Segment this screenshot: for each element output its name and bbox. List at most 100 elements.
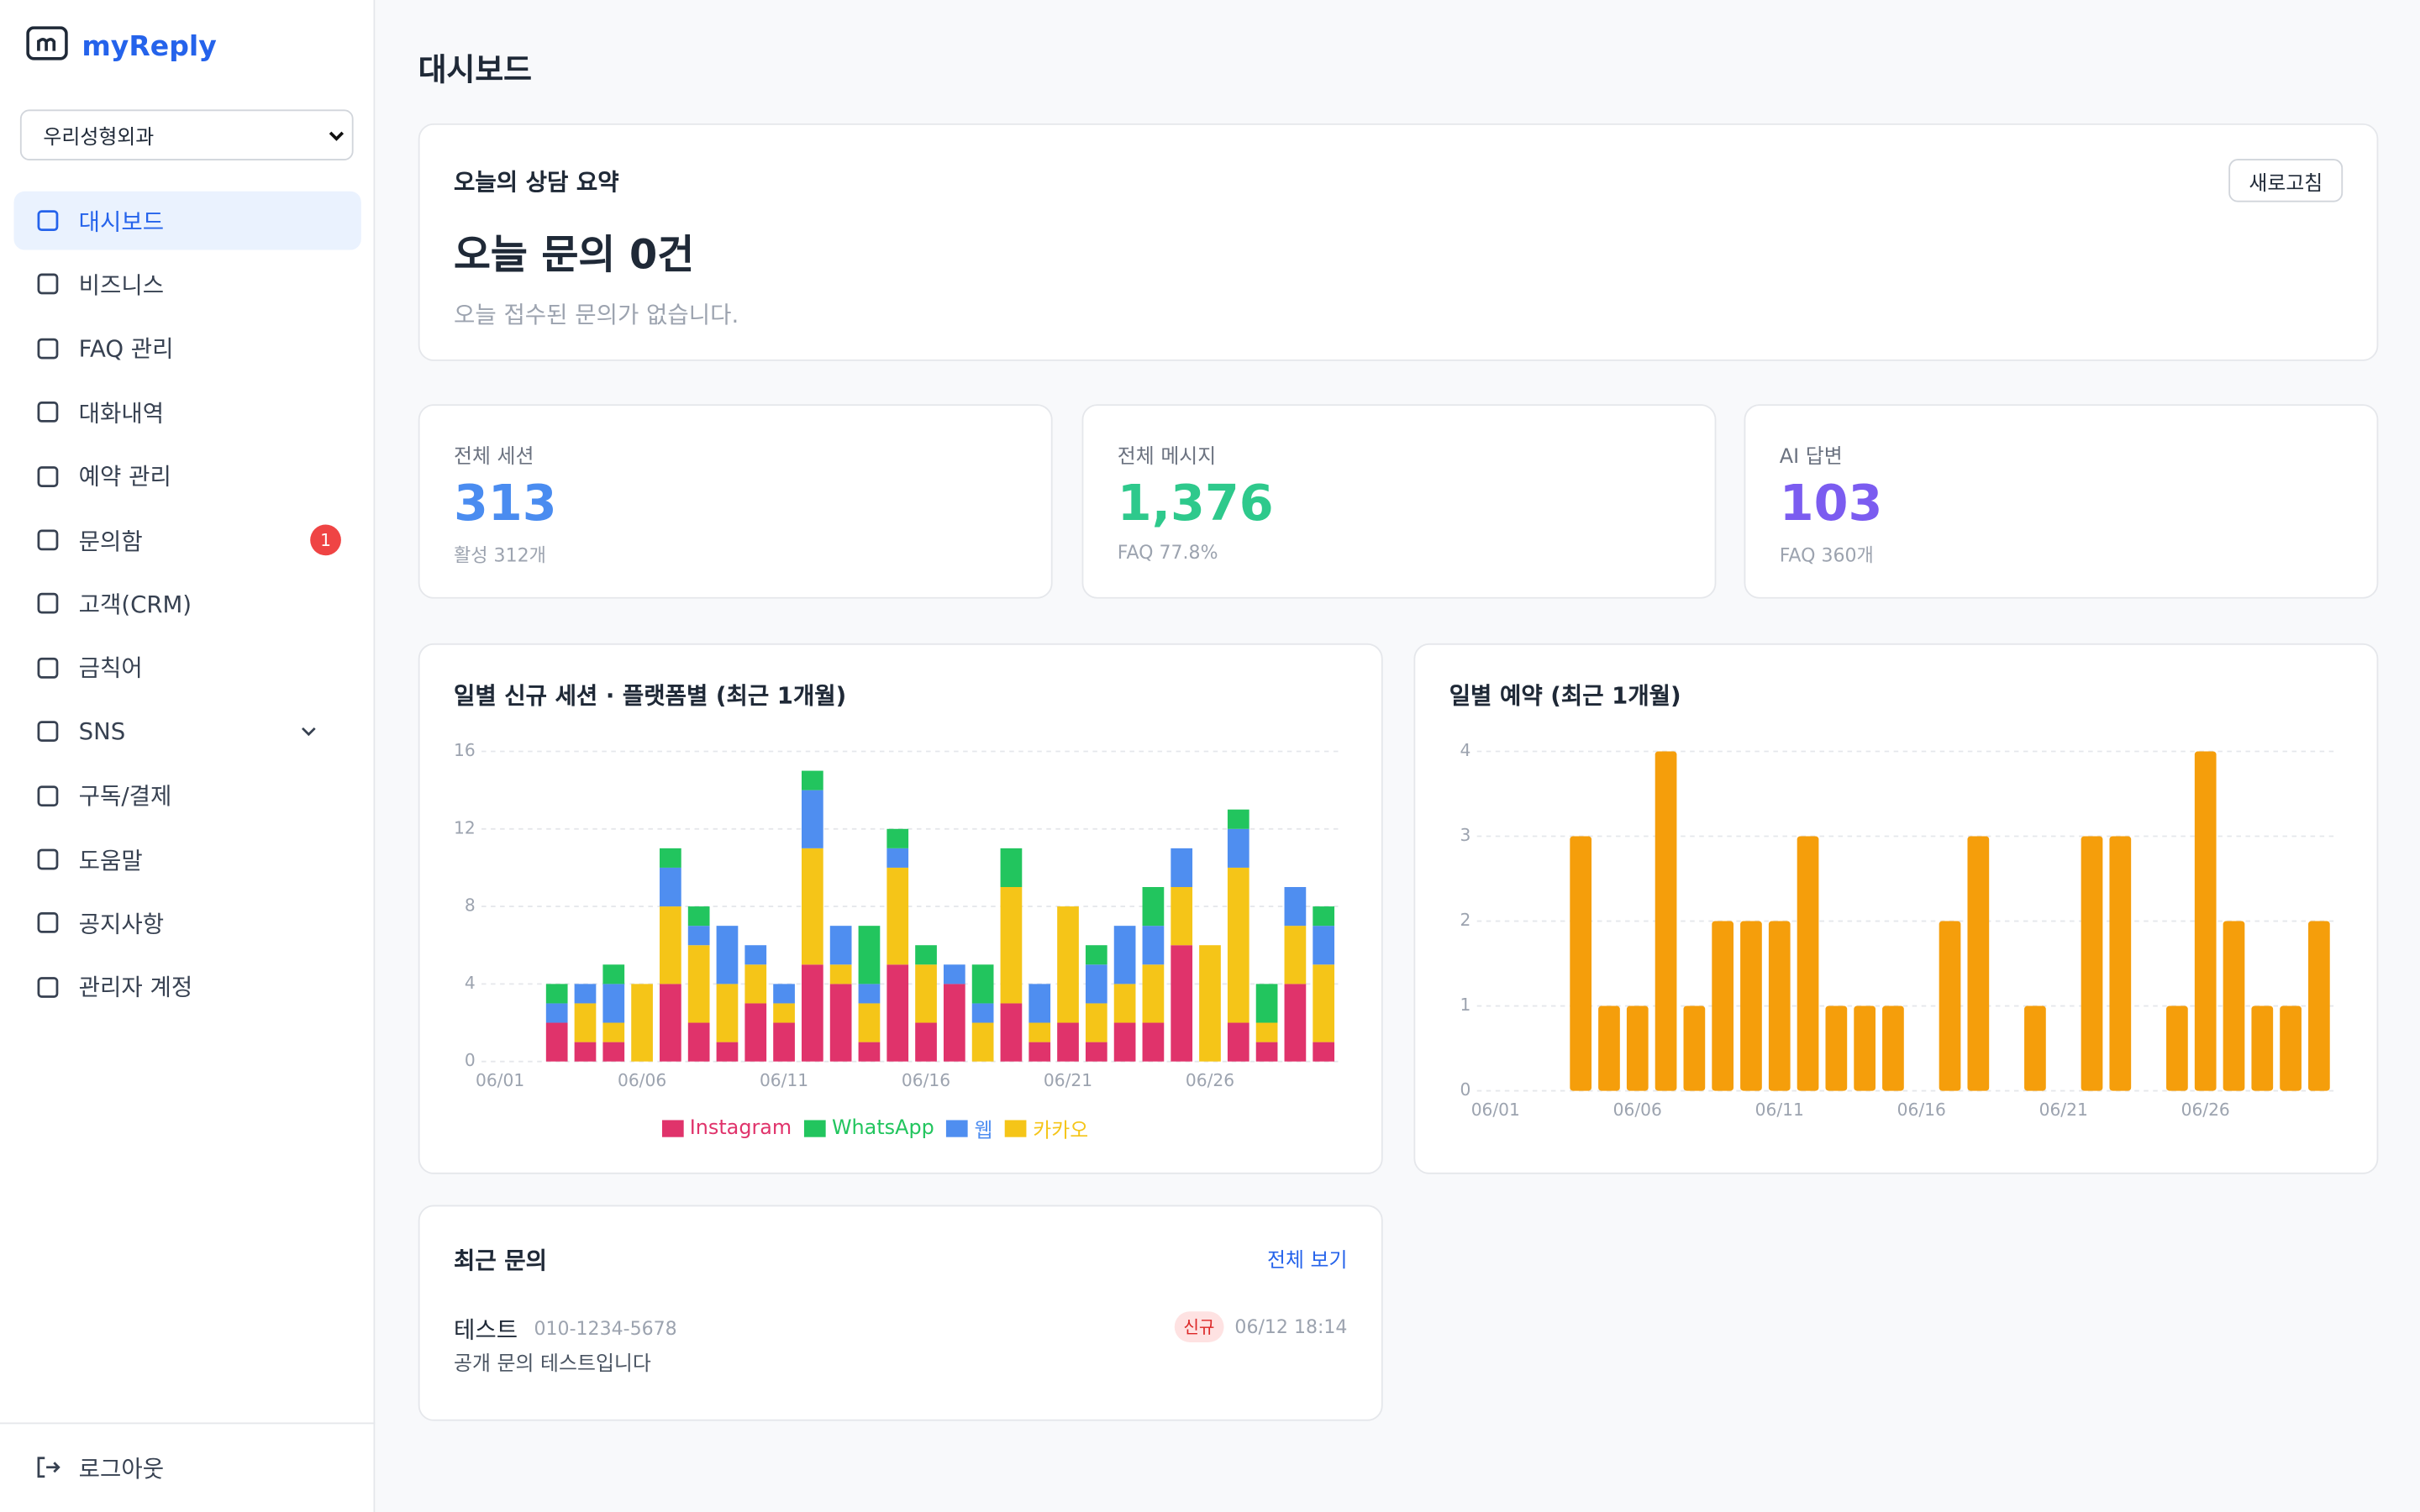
logout[interactable]: 로그아웃	[14, 1438, 361, 1497]
bar-segment	[802, 770, 823, 790]
x-tick-label: 06/21	[1044, 1070, 1092, 1090]
stat-sub: FAQ 77.8%	[1117, 541, 1218, 564]
menu-icon	[37, 848, 59, 870]
stat-sub: FAQ 360개	[1779, 544, 1874, 567]
bar	[2109, 836, 2132, 1091]
bar	[1768, 921, 1791, 1091]
bar-segment	[829, 964, 852, 984]
bar-segment	[829, 984, 852, 1062]
stat-value: 103	[1779, 473, 1883, 533]
menu-item[interactable]: 관리자 계정	[14, 958, 361, 1016]
bar-segment	[660, 906, 681, 984]
bar-segment	[631, 984, 653, 1062]
bar-segment	[574, 984, 597, 1004]
chart: 0 4 8 12 16 06/01 06/06 06/11 06/16 06/21 06/26	[454, 740, 1340, 1090]
y-tick-label: 4	[465, 973, 476, 993]
bar	[2251, 1005, 2274, 1091]
bar-segment	[886, 964, 909, 1062]
bar-segment	[1113, 1022, 1136, 1062]
bar-segment	[971, 964, 994, 1004]
menu-icon	[37, 529, 59, 551]
icon-shape	[37, 338, 59, 360]
x-tick-label: 06/16	[1897, 1100, 1946, 1120]
bar-segment	[773, 1022, 795, 1062]
menu-item[interactable]: SNS	[14, 702, 361, 761]
menu-item[interactable]: FAQ 관리	[14, 319, 361, 378]
bar-segment	[1057, 906, 1079, 1023]
bar	[1825, 1005, 1848, 1091]
menu-item[interactable]: 고객(CRM)	[14, 575, 361, 633]
y-tick-label: 0	[465, 1050, 476, 1070]
menu-item[interactable]: 문의함 1	[14, 511, 361, 570]
bar-segment	[1028, 1042, 1051, 1062]
menu-label: 금칙어	[78, 654, 143, 683]
bar-segment	[545, 984, 568, 1004]
bar-segment	[687, 945, 710, 1023]
bar-segment	[1085, 964, 1107, 1004]
bar-segment	[1313, 1042, 1335, 1062]
menu-item[interactable]: 대시보드	[13, 191, 361, 250]
icon-shape	[37, 274, 59, 296]
menu-item[interactable]: 예약 관리	[14, 447, 361, 506]
stat-value: 1,376	[1117, 473, 1274, 533]
menu-icon	[37, 593, 59, 615]
bar-segment	[915, 945, 937, 965]
bar-segment	[802, 848, 823, 965]
business-select[interactable]: 우리성형외과	[19, 109, 354, 161]
bar-segment	[1142, 926, 1165, 965]
bar-segment	[802, 964, 823, 1062]
bar-segment	[1255, 1042, 1278, 1062]
bar	[1939, 921, 1961, 1091]
brand: myReply	[82, 30, 217, 64]
y-tick-label: 2	[1460, 910, 1471, 930]
y-tick-label: 4	[1460, 740, 1471, 760]
bar	[2166, 1005, 2188, 1091]
menu-label: 도움말	[78, 846, 143, 874]
menu-item[interactable]: 도움말	[14, 830, 361, 889]
bar-segment	[915, 964, 937, 1023]
bar-segment	[687, 926, 710, 946]
business-name: 우리성형외과	[43, 126, 155, 150]
menu-item[interactable]: 구독/결제	[14, 766, 361, 825]
x-tick-label: 06/26	[2181, 1100, 2230, 1120]
legend-swatch	[1005, 1120, 1027, 1137]
legend-swatch	[946, 1120, 969, 1137]
bar	[2280, 1005, 2302, 1091]
menu-item[interactable]: 비즈니스	[14, 255, 361, 314]
bar-segment	[1284, 926, 1307, 984]
icon-shape	[37, 465, 59, 487]
bar	[1882, 1005, 1904, 1091]
stat-label: 전체 메시지	[1117, 445, 1217, 470]
bar-segment	[1171, 848, 1193, 888]
bar-segment	[744, 1003, 767, 1062]
menu-item[interactable]: 대화내역	[14, 383, 361, 442]
menu-item[interactable]: 공지사항	[14, 894, 361, 953]
recent-title: 최근 문의	[454, 1247, 548, 1275]
menu-label: 대화내역	[78, 399, 165, 428]
refresh-button[interactable]: 새로고침	[2228, 159, 2344, 202]
bar-segment	[1227, 867, 1249, 1023]
bar	[1854, 1005, 1876, 1091]
x-tick-label: 06/16	[902, 1070, 950, 1090]
x-tick-label: 06/01	[476, 1070, 524, 1090]
x-tick-label: 06/01	[1471, 1100, 1520, 1120]
bar-segment	[1113, 984, 1136, 1023]
bar-segment	[660, 848, 681, 868]
bar	[1740, 921, 1762, 1091]
menu-item[interactable]: 금칙어	[14, 638, 361, 697]
icon-shape	[37, 529, 59, 551]
bar	[2308, 921, 2330, 1091]
x-tick-label: 06/06	[618, 1070, 666, 1090]
summary-card: 오늘의 상담 요약 오늘 문의 0건 오늘 접수된 문의가 없습니다. 새로고침	[418, 123, 2379, 361]
bar-segment	[915, 1022, 937, 1062]
recent-card: 최근 문의 전체 보기 테스트 010-1234-5678 공개 문의 테스트입…	[418, 1205, 1383, 1421]
bar-segment	[1227, 809, 1249, 829]
bar-segment	[602, 1022, 625, 1042]
view-all[interactable]: 전체 보기	[1266, 1249, 1348, 1273]
menu-label: 예약 관리	[78, 463, 171, 491]
logout-icon	[37, 1457, 60, 1478]
bar	[1570, 836, 1592, 1091]
stat-card: AI 답변 103 FAQ 360개	[1744, 404, 2379, 599]
bar-segment	[602, 964, 625, 984]
